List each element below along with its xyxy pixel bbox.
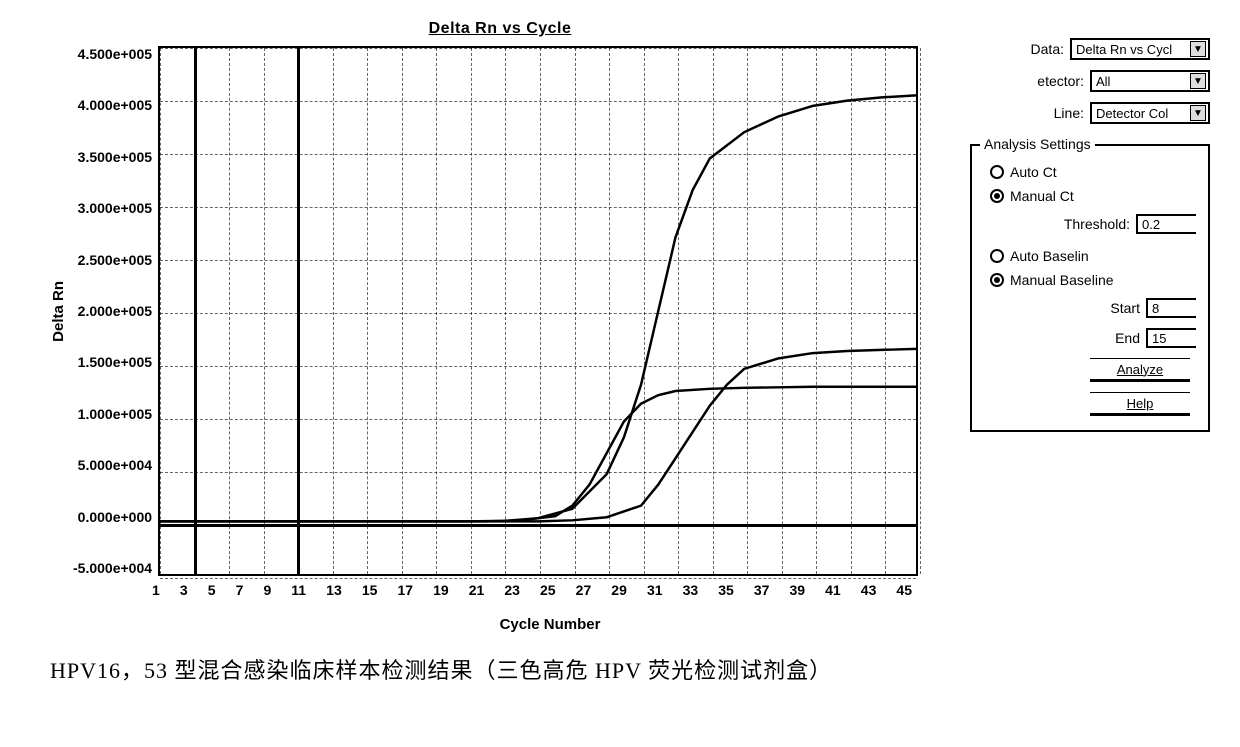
start-input[interactable]: 8 <box>1146 298 1196 318</box>
chevron-down-icon: ▼ <box>1190 73 1206 89</box>
caption-text: HPV16，53 型混合感染临床样本检测结果（三色高危 HPV 荧光检测试剂盒） <box>0 633 1240 685</box>
manual-baseline-label: Manual Baseline <box>1010 272 1114 288</box>
curve-low <box>160 387 916 522</box>
start-value: 8 <box>1152 301 1159 316</box>
end-row: End 15 <box>980 328 1196 348</box>
line-row: Line: Detector Col ▼ <box>970 102 1210 124</box>
manual-ct-label: Manual Ct <box>1010 188 1074 204</box>
line-dropdown-value: Detector Col <box>1096 106 1168 121</box>
x-axis-label: Cycle Number <box>150 616 950 633</box>
start-label: Start <box>1110 300 1140 316</box>
manual-ct-radio[interactable]: Manual Ct <box>990 188 1200 204</box>
plot-wrap: Delta Rn 4.500e+005 4.000e+005 3.500e+005 3… <box>50 46 950 576</box>
auto-baseline-label: Auto Baselin <box>1010 248 1089 264</box>
y-tick-label: 2.000e+005 <box>73 303 152 319</box>
analyze-button-label: Analyze <box>1117 362 1163 377</box>
main-container: Delta Rn vs Cycle Delta Rn 4.500e+005 4.0… <box>0 0 1240 633</box>
auto-ct-label: Auto Ct <box>1010 164 1057 180</box>
radio-icon <box>990 189 1004 203</box>
radio-icon <box>990 273 1004 287</box>
plot-canvas <box>158 46 918 576</box>
x-tick-label: 15 <box>362 582 378 598</box>
x-tick-label: 45 <box>896 582 912 598</box>
x-ticks: 1357911131517192123252729313335373941434… <box>152 576 912 598</box>
y-tick-label: 1.500e+005 <box>73 354 152 370</box>
analyze-button[interactable]: Analyze <box>1090 358 1190 382</box>
threshold-label: Threshold: <box>1064 216 1130 232</box>
x-tick-label: 27 <box>576 582 592 598</box>
help-button[interactable]: Help <box>1090 392 1190 416</box>
y-tick-label: 3.500e+005 <box>73 149 152 165</box>
chart-area: Delta Rn vs Cycle Delta Rn 4.500e+005 4.0… <box>50 20 950 633</box>
detector-dropdown[interactable]: All ▼ <box>1090 70 1210 92</box>
x-tick-label: 3 <box>180 582 188 598</box>
x-tick-label: 5 <box>208 582 216 598</box>
data-label: Data: <box>1031 41 1064 57</box>
manual-baseline-radio[interactable]: Manual Baseline <box>990 272 1200 288</box>
end-input[interactable]: 15 <box>1146 328 1196 348</box>
data-dropdown[interactable]: Delta Rn vs Cycl ▼ <box>1070 38 1210 60</box>
detector-label: etector: <box>1037 73 1084 89</box>
start-row: Start 8 <box>980 298 1196 318</box>
y-tick-label: 1.000e+005 <box>73 406 152 422</box>
detector-dropdown-value: All <box>1096 74 1110 89</box>
radio-icon <box>990 165 1004 179</box>
chevron-down-icon: ▼ <box>1190 105 1206 121</box>
x-tick-label: 7 <box>236 582 244 598</box>
x-tick-label: 41 <box>825 582 841 598</box>
y-ticks: 4.500e+005 4.000e+005 3.500e+005 3.000e+005… <box>73 46 158 576</box>
y-tick-label: 3.000e+005 <box>73 200 152 216</box>
line-label: Line: <box>1054 105 1084 121</box>
x-tick-label: 23 <box>504 582 520 598</box>
line-dropdown[interactable]: Detector Col ▼ <box>1090 102 1210 124</box>
threshold-input[interactable]: 0.2 <box>1136 214 1196 234</box>
x-tick-label: 11 <box>291 582 306 598</box>
curve-high <box>160 95 916 521</box>
x-tick-label: 29 <box>611 582 627 598</box>
y-tick-label: -5.000e+004 <box>73 560 152 576</box>
y-tick-label: 5.000e+004 <box>73 457 152 473</box>
x-tick-label: 19 <box>433 582 449 598</box>
x-tick-label: 13 <box>326 582 342 598</box>
x-tick-label: 31 <box>647 582 663 598</box>
chevron-down-icon: ▼ <box>1190 41 1206 57</box>
detector-row: etector: All ▼ <box>970 70 1210 92</box>
threshold-value: 0.2 <box>1142 217 1160 232</box>
x-tick-label: 1 <box>152 582 160 598</box>
curves-svg <box>160 48 916 574</box>
controls-panel: Data: Delta Rn vs Cycl ▼ etector: All ▼ … <box>950 20 1210 633</box>
y-tick-label: 2.500e+005 <box>73 252 152 268</box>
threshold-row: Threshold: 0.2 <box>980 214 1196 234</box>
chart-title: Delta Rn vs Cycle <box>50 20 950 38</box>
x-tick-label: 39 <box>790 582 806 598</box>
data-dropdown-value: Delta Rn vs Cycl <box>1076 42 1172 57</box>
y-tick-label: 4.000e+005 <box>73 97 152 113</box>
y-axis-label: Delta Rn <box>50 281 67 342</box>
analysis-settings-fieldset: Analysis Settings Auto Ct Manual Ct Thre… <box>970 144 1210 432</box>
help-button-label: Help <box>1127 396 1154 411</box>
x-tick-label: 33 <box>683 582 699 598</box>
data-row: Data: Delta Rn vs Cycl ▼ <box>970 38 1210 60</box>
x-tick-label: 17 <box>397 582 413 598</box>
auto-ct-radio[interactable]: Auto Ct <box>990 164 1200 180</box>
curve-mid <box>160 349 916 521</box>
x-tick-label: 37 <box>754 582 770 598</box>
end-value: 15 <box>1152 331 1166 346</box>
x-tick-label: 35 <box>718 582 734 598</box>
radio-icon <box>990 249 1004 263</box>
x-tick-label: 43 <box>861 582 877 598</box>
analysis-settings-legend: Analysis Settings <box>980 136 1095 152</box>
end-label: End <box>1115 330 1140 346</box>
y-tick-label: 4.500e+005 <box>73 46 152 62</box>
x-tick-label: 25 <box>540 582 556 598</box>
x-tick-label: 9 <box>263 582 271 598</box>
x-tick-label: 21 <box>469 582 485 598</box>
auto-baseline-radio[interactable]: Auto Baselin <box>990 248 1200 264</box>
y-tick-label: 0.000e+000 <box>73 509 152 525</box>
